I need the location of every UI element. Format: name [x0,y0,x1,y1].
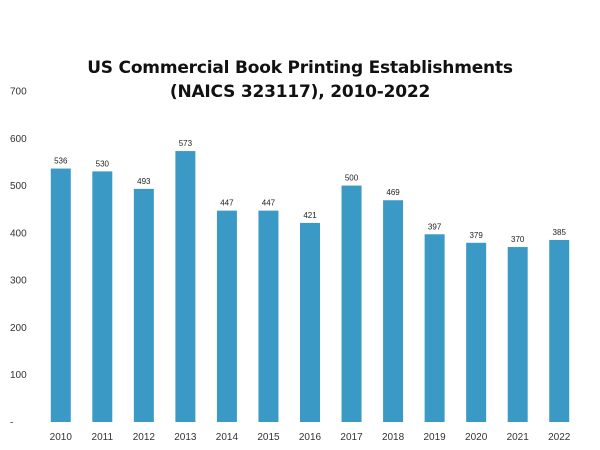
y-tick-label: 400 [10,228,27,239]
data-label-2021: 370 [511,235,525,244]
data-label-2013: 573 [179,139,193,148]
bar-2019 [424,234,445,422]
data-label-2020: 379 [469,231,483,240]
data-label-2011: 530 [96,159,110,168]
x-tick-label-2021: 2021 [507,432,530,443]
x-tick-label-2022: 2022 [548,432,571,443]
data-label-2014: 447 [220,199,234,208]
x-tick-label-2019: 2019 [423,432,446,443]
x-tick-label-2018: 2018 [382,432,405,443]
bar-2012 [133,188,154,422]
x-tick-label-2013: 2013 [174,432,197,443]
data-label-2015: 447 [262,199,276,208]
bar-2010 [50,168,71,422]
x-axis: 2010 2011 2012 2013 2014 2015 2016 2017 2018 2019… [50,432,571,443]
chart-title: US Commercial Book Printing Establishmen… [0,56,600,104]
data-label-2019: 397 [428,222,442,231]
y-tick-label: 200 [10,323,27,334]
x-tick-label-2016: 2016 [299,432,322,443]
bar-2018 [383,200,404,422]
x-tick-label-2017: 2017 [340,432,363,443]
x-tick-label-2015: 2015 [257,432,280,443]
x-tick-label-2012: 2012 [133,432,156,443]
data-label-2010: 536 [54,157,68,166]
bar-2013 [175,151,196,422]
y-tick-label: 100 [10,370,27,381]
bar-2016 [300,222,320,422]
bar-2017 [341,185,362,422]
data-label-2016: 421 [303,211,317,220]
data-label-2017: 500 [345,174,359,183]
y-tick-label: 600 [10,134,27,145]
bar-2021 [507,247,528,422]
x-tick-label-2014: 2014 [216,432,239,443]
y-axis: - 100 200 300 400 500 600 700 [10,87,27,429]
y-tick-label: - [10,418,13,429]
y-tick-label: 300 [10,276,27,287]
data-label-2012: 493 [137,177,151,186]
y-tick-label: 500 [10,181,27,192]
bar-2014 [216,210,237,422]
bar-2022 [549,239,570,422]
bar-2015 [258,210,279,422]
bars [50,151,570,422]
bar-2020 [466,242,487,422]
data-label-2022: 385 [553,228,567,237]
chart-title-line-2: (NAICS 323117), 2010-2022 [169,82,431,102]
data-label-2018: 469 [386,188,400,197]
data-labels: 536 530 493 573 447 447 421 500 469 397 379 370 385 [54,139,566,244]
y-tick-label: 700 [10,87,27,98]
x-tick-label-2010: 2010 [50,432,73,443]
chart-title-line-1: US Commercial Book Printing Establishmen… [87,58,513,78]
bar-2011 [92,171,113,422]
x-tick-label-2011: 2011 [92,432,114,443]
x-tick-label-2020: 2020 [465,432,488,443]
